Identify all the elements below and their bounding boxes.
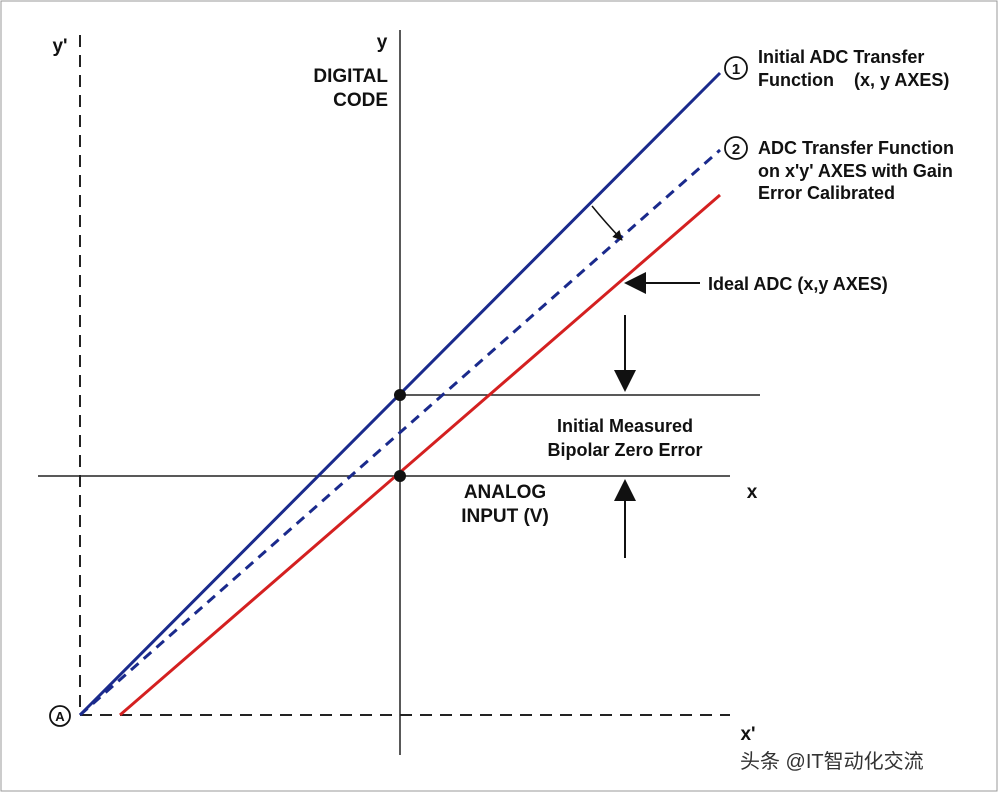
legend-text: on x'y' AXES with Gain <box>758 161 953 181</box>
axis-title: CODE <box>333 90 388 111</box>
axis-label: x <box>747 482 758 503</box>
legend-text: Initial ADC Transfer <box>758 47 924 67</box>
axis-title: INPUT (V) <box>461 506 549 527</box>
origin-label: A <box>55 709 65 724</box>
point <box>394 470 406 482</box>
axis-title: ANALOG <box>464 482 546 503</box>
marker-label: 2 <box>732 141 740 158</box>
watermark: 头条 @IT智动化交流 <box>740 750 924 773</box>
annotation: Initial Measured <box>557 416 693 436</box>
legend-text: ADC Transfer Function <box>758 138 954 158</box>
axis-title: DIGITAL <box>313 66 388 87</box>
axis-label: x' <box>740 724 755 745</box>
annotation: Bipolar Zero Error <box>547 440 702 460</box>
axis-label: y' <box>52 36 67 57</box>
axis-label: y <box>377 32 388 53</box>
legend-text: Error Calibrated <box>758 183 895 203</box>
gain-arrow <box>591 205 623 241</box>
marker-circle <box>724 136 748 160</box>
marker-circle <box>724 56 748 80</box>
marker-label: 1 <box>732 61 740 78</box>
marker-circle <box>49 705 71 727</box>
annotation: Ideal ADC (x,y AXES) <box>708 274 888 294</box>
legend-text: Function (x, y AXES) <box>758 70 949 90</box>
calibrated-transfer-line <box>79 148 721 717</box>
ideal-transfer-line <box>119 193 721 717</box>
point <box>394 389 406 401</box>
